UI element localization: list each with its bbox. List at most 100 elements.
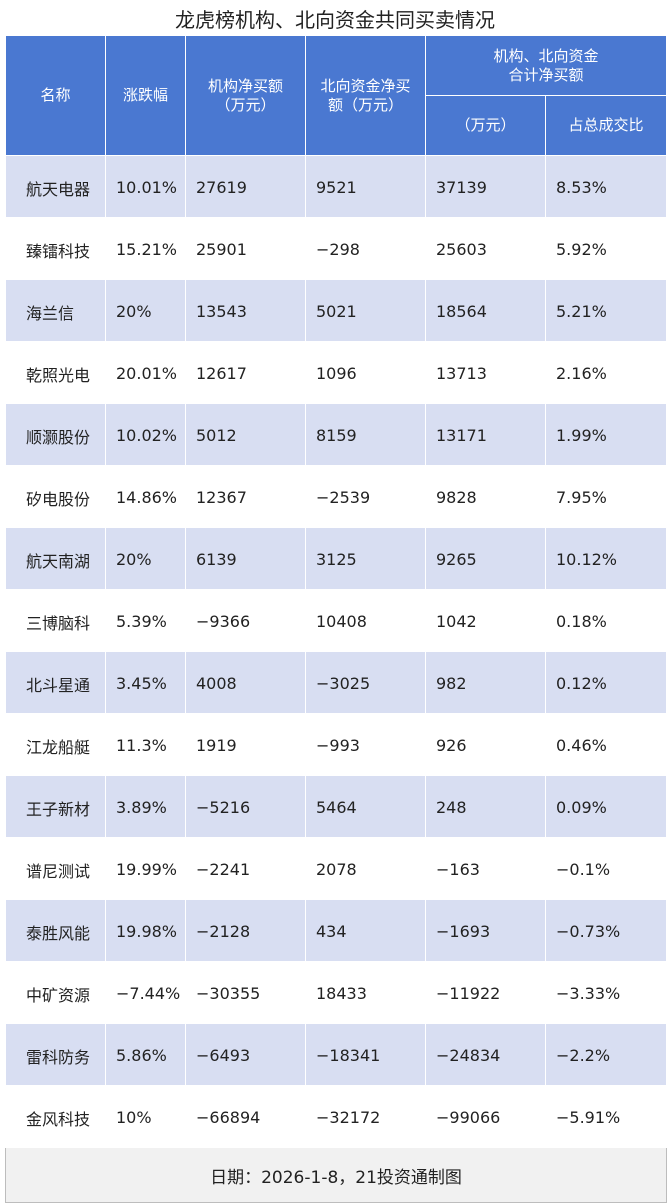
cell-name: 臻镭科技 (5, 217, 106, 280)
cell-inst-net: 12367 (185, 465, 306, 528)
cell-ratio: −0.73% (544, 899, 668, 962)
cell-change: 20% (105, 527, 186, 590)
cell-north-net: 1096 (305, 341, 426, 404)
cell-inst-net: 13543 (185, 279, 306, 342)
cell-name: 乾照光电 (5, 341, 106, 404)
cell-name: 海兰信 (5, 279, 106, 342)
cell-north-net: 3125 (305, 527, 426, 590)
table-row: 王子新材 3.89% −5216 5464 248 0.09% (5, 775, 668, 838)
cell-inst-net: −2128 (185, 899, 306, 962)
cell-name: 金风科技 (5, 1085, 106, 1148)
cell-change: 20% (105, 279, 186, 342)
table-row: 航天南湖 20% 6139 3125 9265 10.12% (5, 527, 668, 590)
cell-north-net: −32172 (305, 1085, 426, 1148)
cell-change: 11.3% (105, 713, 186, 776)
cell-combined-amount: 926 (425, 713, 546, 776)
cell-north-net: 8159 (305, 403, 426, 466)
cell-change: −7.44% (105, 961, 186, 1024)
header-combined-group: 机构、北向资金 合计净买额 (424, 35, 668, 96)
cell-inst-net: 6139 (185, 527, 306, 590)
table-row: 航天电器 10.01% 27619 9521 37139 8.53% (5, 155, 668, 218)
page-title: 龙虎榜机构、北向资金共同买卖情况 (175, 8, 495, 32)
cell-combined-amount: 18564 (425, 279, 546, 342)
cell-combined-amount: 248 (425, 775, 546, 838)
cell-north-net: −298 (305, 217, 426, 280)
cell-name: 航天南湖 (5, 527, 106, 590)
cell-north-net: −3025 (305, 651, 426, 714)
table-row: 谱尼测试 19.99% −2241 2078 −163 −0.1% (5, 837, 668, 900)
cell-ratio: 0.18% (544, 589, 668, 652)
header-name: 名称 (5, 35, 106, 156)
header-inst-net: 机构净买额 （万元） (185, 35, 306, 156)
cell-change: 19.99% (105, 837, 186, 900)
cell-combined-amount: 982 (425, 651, 546, 714)
cell-change: 5.86% (105, 1023, 186, 1086)
cell-name: 北斗星通 (5, 651, 106, 714)
cell-combined-amount: −1693 (425, 899, 546, 962)
cell-inst-net: −2241 (185, 837, 306, 900)
cell-name: 王子新材 (5, 775, 106, 838)
cell-name: 矽电股份 (5, 465, 106, 528)
cell-north-net: 9521 (305, 155, 426, 218)
cell-ratio: 2.16% (544, 341, 668, 404)
cell-combined-amount: −99066 (425, 1085, 546, 1148)
cell-north-net: 18433 (305, 961, 426, 1024)
table-row: 海兰信 20% 13543 5021 18564 5.21% (5, 279, 668, 342)
cell-north-net: −18341 (305, 1023, 426, 1086)
cell-combined-amount: 9828 (425, 465, 546, 528)
table-row: 泰胜风能 19.98% −2128 434 −1693 −0.73% (5, 899, 668, 962)
cell-inst-net: 5012 (185, 403, 306, 466)
cell-combined-amount: 13713 (425, 341, 546, 404)
table-row: 中矿资源 −7.44% −30355 18433 −11922 −3.33% (5, 961, 668, 1024)
cell-combined-amount: −11922 (425, 961, 546, 1024)
cell-inst-net: −5216 (185, 775, 306, 838)
cell-ratio: 0.12% (544, 651, 668, 714)
cell-ratio: −3.33% (544, 961, 668, 1024)
cell-ratio: −0.1% (544, 837, 668, 900)
cell-change: 3.89% (105, 775, 186, 838)
cell-name: 雷科防务 (5, 1023, 106, 1086)
cell-north-net: −993 (305, 713, 426, 776)
table-row: 江龙船艇 11.3% 1919 −993 926 0.46% (5, 713, 668, 776)
cell-name: 江龙船艇 (5, 713, 106, 776)
table-row: 臻镭科技 15.21% 25901 −298 25603 5.92% (5, 217, 668, 280)
cell-inst-net: −66894 (185, 1085, 306, 1148)
cell-name: 顺灏股份 (5, 403, 106, 466)
table-row: 矽电股份 14.86% 12367 −2539 9828 7.95% (5, 465, 668, 528)
cell-change: 3.45% (105, 651, 186, 714)
cell-combined-amount: 13171 (425, 403, 546, 466)
cell-inst-net: 12617 (185, 341, 306, 404)
cell-inst-net: −30355 (185, 961, 306, 1024)
cell-ratio: 7.95% (544, 465, 668, 528)
cell-ratio: 8.53% (544, 155, 668, 218)
footer-note: 日期：2026-1-8，21投资通制图 (4, 1147, 668, 1203)
table-row: 顺灏股份 10.02% 5012 8159 13171 1.99% (5, 403, 668, 466)
header-change: 涨跌幅 (105, 35, 186, 156)
cell-combined-amount: 1042 (425, 589, 546, 652)
cell-name: 航天电器 (5, 155, 106, 218)
data-table: 名称 涨跌幅 机构净买额 （万元） 北向资金净买 额（万元） 机构、北向资金 合… (4, 35, 668, 1203)
header-combined-amount: （万元） (425, 95, 546, 156)
cell-combined-amount: −163 (425, 837, 546, 900)
cell-change: 10% (105, 1085, 186, 1148)
cell-change: 10.01% (105, 155, 186, 218)
cell-change: 5.39% (105, 589, 186, 652)
cell-north-net: 5464 (305, 775, 426, 838)
header-ratio: 占总成交比 (544, 95, 668, 156)
table-row: 乾照光电 20.01% 12617 1096 13713 2.16% (5, 341, 668, 404)
table-row: 金风科技 10% −66894 −32172 −99066 −5.91% (5, 1085, 668, 1148)
cell-ratio: 1.99% (544, 403, 668, 466)
cell-ratio: 10.12% (544, 527, 668, 590)
table-row: 北斗星通 3.45% 4008 −3025 982 0.12% (5, 651, 668, 714)
cell-inst-net: 4008 (185, 651, 306, 714)
cell-change: 20.01% (105, 341, 186, 404)
cell-ratio: 5.21% (544, 279, 668, 342)
cell-ratio: −2.2% (544, 1023, 668, 1086)
cell-inst-net: 1919 (185, 713, 306, 776)
cell-change: 19.98% (105, 899, 186, 962)
cell-combined-amount: −24834 (425, 1023, 546, 1086)
cell-combined-amount: 25603 (425, 217, 546, 280)
cell-ratio: −5.91% (544, 1085, 668, 1148)
cell-name: 泰胜风能 (5, 899, 106, 962)
cell-north-net: −2539 (305, 465, 426, 528)
